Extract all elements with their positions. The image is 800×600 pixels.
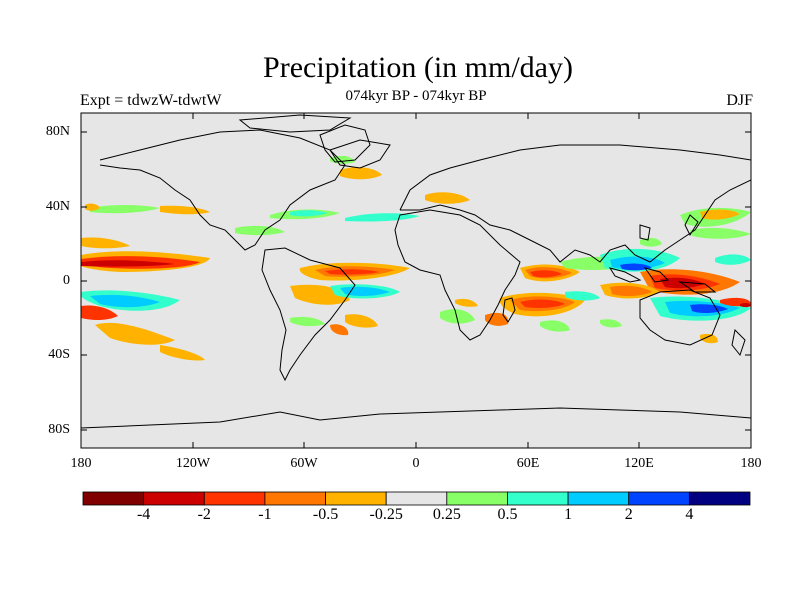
colorbar-swatch <box>203 491 266 506</box>
colorbar-swatch <box>325 491 387 506</box>
colorbar-swatch <box>82 491 145 506</box>
map-ticks <box>81 113 751 448</box>
map-subtitle: 074kyr BP - 074kyr BP <box>345 88 487 104</box>
colorbar-label: -0.25 <box>369 506 403 523</box>
lon-label-120w: 120W <box>175 456 211 471</box>
lon-label-120e: 120E <box>624 456 654 471</box>
coastlines <box>81 114 751 429</box>
colorbar-label: -1 <box>258 506 272 523</box>
colorbar-label: -4 <box>136 506 151 523</box>
lon-label-60e: 60E <box>516 456 540 471</box>
colorbar-label: 0.5 <box>497 506 518 523</box>
colorbar-swatch <box>507 491 569 506</box>
experiment-label: Expt = tdwzW-tdwtW <box>80 92 222 109</box>
colorbar-swatch <box>143 491 205 506</box>
lat-label-0: 0 <box>63 273 70 288</box>
colorbar-swatch <box>628 491 690 506</box>
colorbar <box>82 491 751 506</box>
precip-anomaly-fields <box>81 155 751 361</box>
lon-label-180e: 180 <box>740 456 762 471</box>
colorbar-label: 0.25 <box>432 506 461 523</box>
colorbar-swatch <box>688 491 751 506</box>
colorbar-swatch <box>567 491 630 506</box>
colorbar-label: 1 <box>564 506 573 523</box>
lon-label-180w: 180 <box>70 456 92 471</box>
map-title: Precipitation (in mm/day) <box>263 51 573 84</box>
lat-label-80s: 80S <box>48 422 70 437</box>
colorbar-swatch <box>385 491 448 506</box>
colorbar-swatch <box>264 491 326 506</box>
colorbar-label: -2 <box>197 506 211 523</box>
colorbar-label: 4 <box>685 506 694 523</box>
lat-label-40s: 40S <box>48 347 70 362</box>
lat-label-40n: 40N <box>45 199 70 214</box>
season-label: DJF <box>726 92 753 109</box>
lon-label-60w: 60W <box>290 456 318 471</box>
colorbar-swatch <box>446 491 508 506</box>
lat-label-80n: 80N <box>45 124 70 139</box>
colorbar-label: 2 <box>624 506 633 523</box>
colorbar-label: -0.5 <box>312 506 339 523</box>
lon-label-0: 0 <box>412 456 420 471</box>
